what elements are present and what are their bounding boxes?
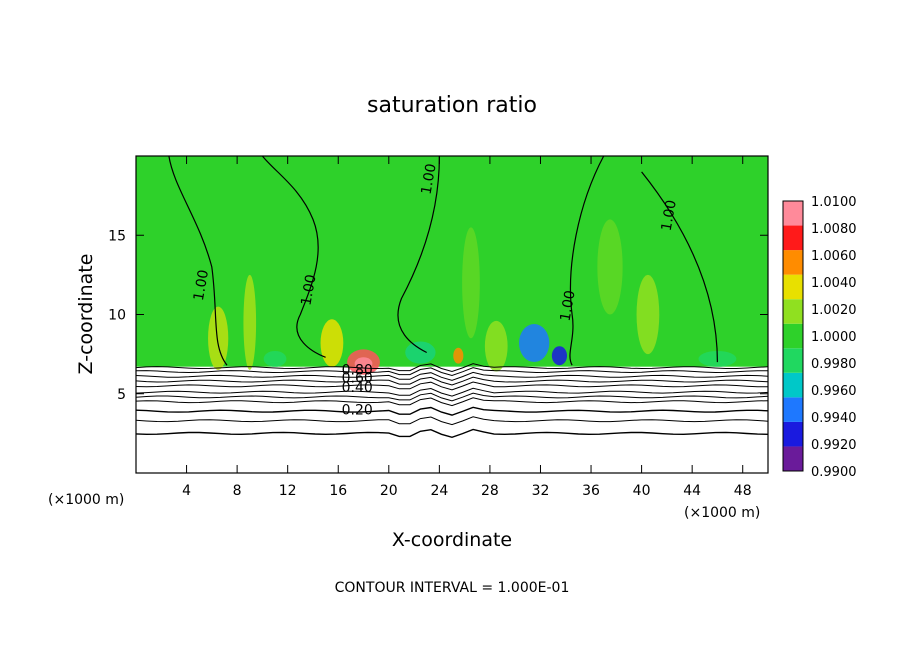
contour-label-7: 0.40 <box>342 380 373 396</box>
x-tick-label-9: 40 <box>633 483 651 499</box>
y-tick-label-0: 5 <box>117 387 126 403</box>
contour-label-3: 1.00 <box>558 289 579 322</box>
field-anomaly-10 <box>405 341 436 364</box>
contour-line-low-4 <box>135 381 768 391</box>
x-tick-label-4: 20 <box>380 483 398 499</box>
field-anomaly-3 <box>518 324 550 363</box>
x-unit-label-right: (×1000 m) <box>684 505 760 521</box>
field-anomaly-8 <box>636 274 660 355</box>
colorbar-frame <box>782 200 804 472</box>
x-tick-label-6: 28 <box>481 483 499 499</box>
field-anomaly-6 <box>453 347 464 364</box>
x-tick-label-5: 24 <box>430 483 448 499</box>
x-tick-label-7: 32 <box>532 483 550 499</box>
contour-line-low-10 <box>135 428 769 439</box>
contour-line-upper-2 <box>397 155 440 354</box>
colorbar-label-7: 1.0040 <box>811 276 857 291</box>
contour-line-upper-1 <box>261 155 326 358</box>
field-anomaly-1 <box>354 357 373 370</box>
contour-line-upper-0 <box>168 155 228 366</box>
field-anomaly-11 <box>263 350 287 367</box>
y-axis-label: Z-coordinate <box>75 254 97 375</box>
field-anomaly-4 <box>551 346 568 366</box>
x-axis-label: X-coordinate <box>392 529 512 551</box>
field-anomaly-9 <box>597 219 623 315</box>
x-tick-label-3: 16 <box>329 483 347 499</box>
colorbar-label-6: 1.0020 <box>811 303 857 318</box>
field-below-cloud-base <box>136 366 768 473</box>
contour-line-low-8 <box>135 406 769 416</box>
contour-label-6: 0.60 <box>342 371 373 387</box>
chart-title: saturation ratio <box>367 93 537 118</box>
contour-interval-note: CONTOUR INTERVAL = 1.000E-01 <box>335 580 570 596</box>
colorbar-label-5: 1.0000 <box>811 330 857 345</box>
colorbar-swatch-7 <box>783 274 803 300</box>
y-tick-label-1: 10 <box>108 308 126 324</box>
field-background <box>136 156 768 367</box>
x-tick-label-11: 48 <box>734 483 752 499</box>
x-tick-label-2: 12 <box>279 483 297 499</box>
contour-label-1: 1.00 <box>298 273 319 306</box>
colorbar-label-4: 0.9980 <box>811 357 857 372</box>
colorbar-label-1: 0.9920 <box>811 438 857 453</box>
colorbar-label-8: 1.0060 <box>811 249 857 264</box>
contour-labels: 1.00 1.00 1.00 1.00 1.00 0.800.600.40 0.20 <box>191 162 680 418</box>
field-anomaly-13 <box>243 274 257 370</box>
x-tick-label-0: 4 <box>182 483 191 499</box>
colorbar-label-2: 0.9940 <box>811 411 857 426</box>
contour-line-low-2 <box>135 371 769 381</box>
contour-line-upper-3 <box>569 155 605 366</box>
colorbar-label-0: 0.9900 <box>811 465 857 480</box>
contour-line-low-6 <box>135 392 769 402</box>
field-anomaly-7 <box>484 320 508 372</box>
colorbar-swatch-10 <box>783 201 803 226</box>
contour-line-upper-4 <box>641 171 718 363</box>
colorbar: 0.9900 0.9920 0.9940 0.9960 0.9980 1.0000 1.00… <box>782 195 857 480</box>
contour-label-0: 1.00 <box>191 269 212 302</box>
colorbar-swatch-3 <box>783 372 803 398</box>
x-unit-label-left: (×1000 m) <box>48 492 124 508</box>
contour-label-8: 0.20 <box>342 402 373 418</box>
contour-line-low-3 <box>135 376 769 386</box>
contour-line-low-7 <box>135 397 769 407</box>
x-tick-label-10: 44 <box>683 483 701 499</box>
colorbar-swatch-6 <box>783 299 803 324</box>
contour-label-2: 1.00 <box>419 162 440 195</box>
x-tick-label-8: 36 <box>582 483 600 499</box>
field-anomaly-5 <box>208 306 229 370</box>
colorbar-swatch-2 <box>783 397 803 422</box>
colorbar-swatch-8 <box>783 250 803 275</box>
x-axis-ticks: 4 8 12 16 20 24 28 32 36 40 44 48 <box>182 156 752 499</box>
contour-lines <box>135 155 769 439</box>
contour-line-low-0 <box>135 363 769 373</box>
colorbar-label-10: 1.0100 <box>811 195 857 210</box>
colorbar-swatch-1 <box>783 421 803 447</box>
contour-line-low-5 <box>135 387 769 397</box>
field-anomaly-2 <box>320 319 344 367</box>
colorbar-swatch-5 <box>783 323 803 349</box>
colorbar-label-9: 1.0080 <box>811 222 857 237</box>
contour-label-4: 1.00 <box>659 199 680 232</box>
x-tick-label-1: 8 <box>233 483 242 499</box>
field-anomaly-14 <box>462 227 480 339</box>
colorbar-swatch-4 <box>783 348 803 373</box>
colorbar-label-3: 0.9960 <box>811 384 857 399</box>
contour-line-low-1 <box>135 367 768 377</box>
y-tick-label-2: 15 <box>108 228 126 244</box>
contour-line-low-9 <box>135 416 769 426</box>
y-axis-ticks: 5 10 15 <box>108 228 768 403</box>
colorbar-swatch-9 <box>783 225 803 251</box>
colorbar-swatch-0 <box>783 446 803 471</box>
contour-label-5: 0.80 <box>342 363 373 379</box>
